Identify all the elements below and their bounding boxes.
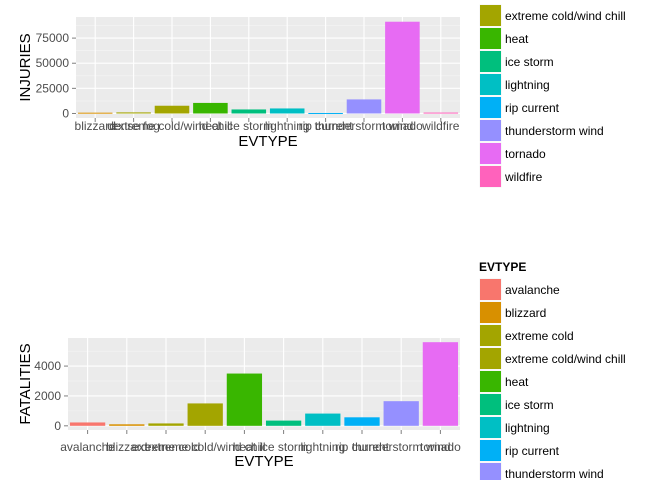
injuries-bars [77, 21, 459, 114]
injuries-x-tick-label-extreme-cold-wind-chill: extreme cold/wind chill [112, 119, 233, 133]
fatalities-legend-label-heat: heat [505, 375, 529, 389]
fatalities-bar-rip-current [344, 417, 380, 426]
fatalities-bar-thunderstorm-wind [383, 401, 419, 426]
fatalities-legend-swatch-extreme-cold-wind-chill [480, 348, 501, 369]
fatalities-bar-lightning [305, 413, 341, 426]
fatalities-legend-label-extreme-cold: extreme cold [505, 329, 574, 343]
injuries-legend-swatch-ice-storm [480, 51, 501, 72]
fatalities-legend-swatch-thunderstorm-wind [480, 463, 501, 480]
fatalities-x-tick-label-extreme-cold-wind-chill: extreme cold/wind chill [145, 440, 266, 454]
injuries-legend-swatch-tornado [480, 143, 501, 164]
fatalities-legend-label-rip-current: rip current [505, 444, 560, 458]
fatalities-y-axis-title: FATALITIES [17, 343, 34, 424]
fatalities-legend-label-lightning: lightning [505, 421, 550, 435]
fatalities-x-tick-label-extreme-cold: extreme cold [132, 440, 201, 454]
injuries-legend-swatch-heat [480, 28, 501, 49]
injuries-x-tick-label-heat: heat [199, 119, 223, 133]
injuries-bar-lightning [269, 108, 305, 114]
fatalities-bar-heat [226, 373, 263, 426]
injuries-y-tick-label: 25000 [36, 81, 70, 95]
fatalities-bar-ice-storm [265, 420, 302, 426]
fatalities-legend-label-blizzard: blizzard [505, 306, 546, 320]
injuries-bar-dense-fog [116, 112, 151, 114]
injuries-legend-label-ice-storm: ice storm [505, 55, 554, 69]
fatalities-bar-blizzard [109, 424, 145, 426]
fatalities-legend-label-avalanche: avalanche [505, 283, 560, 297]
injuries-legend-swatch-rip-current [480, 97, 501, 118]
injuries-y-axis: 0 25000 50000 75000 [36, 31, 76, 120]
fatalities-bars [69, 342, 459, 426]
injuries-bar-thunderstorm-wind [346, 99, 382, 114]
injuries-legend: extreme cold/wind chill heat ice storm ligh… [478, 3, 626, 189]
injuries-legend-swatch-wildfire [480, 166, 501, 187]
fatalities-x-tick-label-heat: heat [233, 440, 257, 454]
injuries-legend-label-lightning: lightning [505, 78, 550, 92]
injuries-y-tick-label: 50000 [36, 56, 70, 70]
fatalities-legend-swatch-rip-current [480, 440, 501, 461]
fatalities-x-tick-label-thunderstorm-wind: thunderstorm wind [352, 440, 451, 454]
fatalities-legend-swatch-lightning [480, 417, 501, 438]
fatalities-legend-title: EVTYPE [479, 260, 526, 274]
injuries-x-tick-label-thunderstorm-wind: thunderstorm wind [315, 119, 414, 133]
fatalities-y-tick-label: 2000 [34, 389, 61, 403]
fatalities-legend-label-extreme-cold-wind-chill: extreme cold/wind chill [505, 352, 626, 366]
injuries-legend-label-thunderstorm-wind: thunderstorm wind [505, 124, 604, 138]
fatalities-legend-label-ice-storm: ice storm [505, 398, 554, 412]
fatalities-legend-swatch-blizzard [480, 302, 501, 323]
fatalities-y-tick-label: 4000 [34, 359, 61, 373]
injuries-x-tick-label-tornado: tornado [382, 119, 423, 133]
fatalities-y-axis: 0 2000 4000 [34, 359, 68, 433]
injuries-x-tick-label-wildfire: wildfire [421, 119, 460, 133]
injuries-bar-tornado [385, 21, 420, 114]
fatalities-x-tick-label-blizzard: blizzard [106, 440, 147, 454]
injuries-legend-swatch-lightning [480, 74, 501, 95]
injuries-x-axis-title: EVTYPE [238, 133, 297, 150]
fatalities-legend-swatch-ice-storm [480, 394, 501, 415]
injuries-bar-rip-current [308, 112, 343, 114]
injuries-legend-swatch-extreme-cold-wind-chill [480, 5, 501, 26]
injuries-x-tick-label-blizzard: blizzard [75, 119, 116, 133]
fatalities-x-axis-title: EVTYPE [234, 453, 293, 470]
injuries-bar-wildfire [423, 112, 459, 114]
injuries-bar-ice-storm [231, 109, 267, 114]
injuries-y-axis-title: INJURIES [17, 33, 34, 101]
fatalities-x-tick-label-tornado: tornado [420, 440, 461, 454]
injuries-y-tick-label: 75000 [36, 31, 70, 45]
fatalities-legend-swatch-heat [480, 371, 501, 392]
injuries-legend-label-extreme-cold-wind-chill: extreme cold/wind chill [505, 9, 626, 23]
fatalities-x-tick-label-rip-current: rip current [335, 440, 390, 454]
injuries-x-tick-label-lightning: lightning [265, 119, 310, 133]
injuries-legend-label-tornado: tornado [505, 147, 546, 161]
fatalities-legend: EVTYPE avalanche blizzard extreme cold extr… [478, 260, 626, 480]
injuries-x-tick-label-dense-fog: dense fog [107, 119, 160, 133]
injuries-x-tick-label-rip-current: rip current [299, 119, 354, 133]
fatalities-bar-avalanche [69, 422, 106, 426]
injuries-legend-swatch-thunderstorm-wind [480, 120, 501, 141]
fatalities-legend-label-thunderstorm-wind: thunderstorm wind [505, 467, 604, 480]
injuries-bar-blizzard [77, 112, 113, 114]
fatalities-legend-swatch-avalanche [480, 279, 501, 300]
injuries-bar-heat [193, 102, 228, 114]
fatalities-bar-extreme-cold-wind-chill [187, 403, 223, 426]
injuries-legend-label-wildfire: wildfire [504, 170, 543, 184]
fatalities-x-tick-label-avalanche: avalanche [60, 440, 115, 454]
injuries-legend-label-rip-current: rip current [505, 101, 560, 115]
injuries-y-tick-label: 0 [62, 106, 69, 120]
injuries-bar-extreme-cold-wind-chill [154, 105, 190, 114]
fatalities-bar-tornado [422, 342, 459, 426]
fatalities-x-tick-label-lightning: lightning [300, 440, 345, 454]
fatalities-x-tick-label-ice-storm: ice storm [259, 440, 308, 454]
injuries-x-tick-label-ice-storm: ice storm [224, 119, 273, 133]
fatalities-y-tick-label: 0 [54, 419, 61, 433]
fatalities-bar-extreme-cold [148, 423, 184, 426]
injuries-legend-label-heat: heat [505, 32, 529, 46]
fatalities-legend-swatch-extreme-cold [480, 325, 501, 346]
